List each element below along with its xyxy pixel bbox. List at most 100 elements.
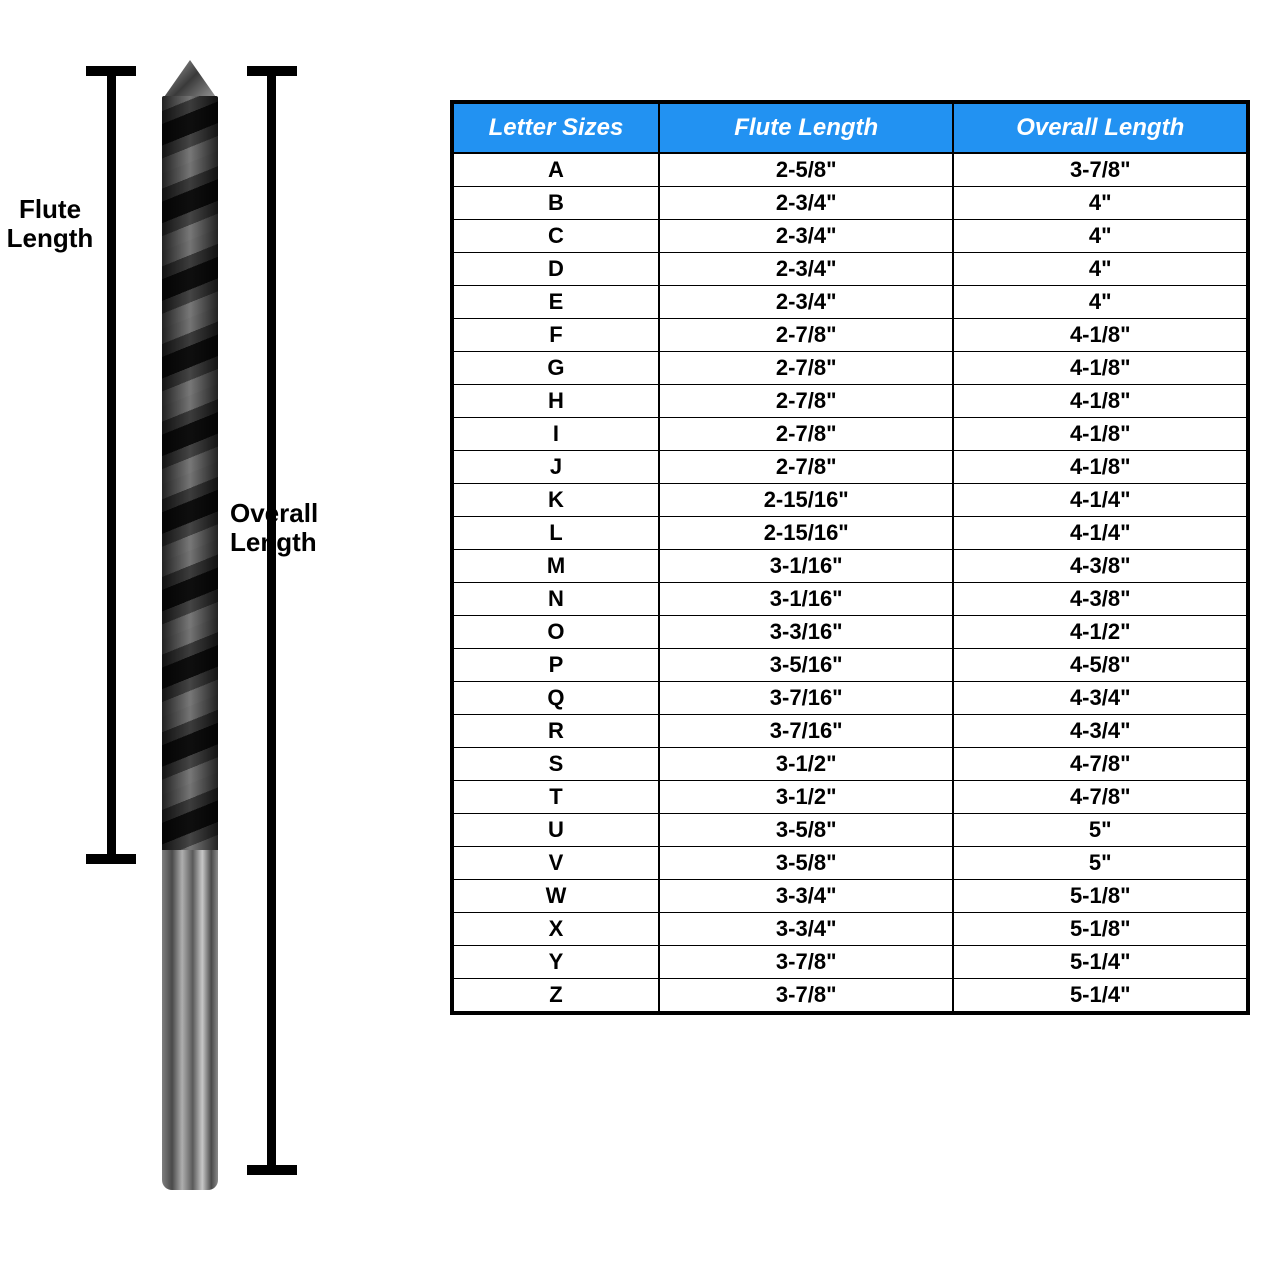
cell-letter: T xyxy=(452,781,659,814)
cell-letter: N xyxy=(452,583,659,616)
cell-flute: 3-7/8" xyxy=(659,979,954,1014)
overall-length-label: Overall Length xyxy=(230,499,350,556)
cell-flute: 2-7/8" xyxy=(659,451,954,484)
table-row: D2-3/4"4" xyxy=(452,253,1248,286)
flute-bracket-bottom xyxy=(86,854,136,864)
table-row: G2-7/8"4-1/8" xyxy=(452,352,1248,385)
cell-flute: 2-3/4" xyxy=(659,187,954,220)
cell-flute: 2-3/4" xyxy=(659,286,954,319)
cell-overall: 4-3/8" xyxy=(953,550,1248,583)
table-row: V3-5/8"5" xyxy=(452,847,1248,880)
table-row: B2-3/4"4" xyxy=(452,187,1248,220)
flute-length-label-line2: Length xyxy=(7,223,94,253)
cell-overall: 4" xyxy=(953,253,1248,286)
cell-flute: 3-5/16" xyxy=(659,649,954,682)
col-header-letter: Letter Sizes xyxy=(452,102,659,153)
cell-overall: 4" xyxy=(953,286,1248,319)
table-header-row: Letter Sizes Flute Length Overall Length xyxy=(452,102,1248,153)
cell-letter: Z xyxy=(452,979,659,1014)
table-row: N3-1/16"4-3/8" xyxy=(452,583,1248,616)
cell-flute: 3-1/16" xyxy=(659,583,954,616)
cell-overall: 4" xyxy=(953,187,1248,220)
table-row: C2-3/4"4" xyxy=(452,220,1248,253)
cell-letter: M xyxy=(452,550,659,583)
cell-letter: A xyxy=(452,153,659,187)
overall-bracket-stem xyxy=(267,66,276,1175)
cell-flute: 3-5/8" xyxy=(659,847,954,880)
cell-overall: 4-1/2" xyxy=(953,616,1248,649)
size-table-container: Letter Sizes Flute Length Overall Length… xyxy=(450,100,1250,1015)
page: Flute Length Overall Length Letter Sizes xyxy=(0,0,1280,1280)
cell-flute: 2-3/4" xyxy=(659,220,954,253)
cell-letter: C xyxy=(452,220,659,253)
table-row: P3-5/16"4-5/8" xyxy=(452,649,1248,682)
table-row: A2-5/8"3-7/8" xyxy=(452,153,1248,187)
col-header-flute: Flute Length xyxy=(659,102,954,153)
cell-letter: Y xyxy=(452,946,659,979)
cell-flute: 3-7/16" xyxy=(659,715,954,748)
cell-overall: 4-3/8" xyxy=(953,583,1248,616)
drill-bit xyxy=(150,60,230,1190)
cell-letter: K xyxy=(452,484,659,517)
cell-overall: 3-7/8" xyxy=(953,153,1248,187)
cell-overall: 4-3/4" xyxy=(953,682,1248,715)
cell-overall: 5-1/8" xyxy=(953,913,1248,946)
table-row: H2-7/8"4-1/8" xyxy=(452,385,1248,418)
cell-flute: 2-15/16" xyxy=(659,484,954,517)
cell-flute: 3-7/8" xyxy=(659,946,954,979)
table-row: Q3-7/16"4-3/4" xyxy=(452,682,1248,715)
cell-flute: 3-5/8" xyxy=(659,814,954,847)
cell-letter: I xyxy=(452,418,659,451)
cell-letter: W xyxy=(452,880,659,913)
drill-diagram: Flute Length Overall Length xyxy=(0,0,450,1280)
flute-length-label: Flute Length xyxy=(0,195,100,252)
cell-overall: 4-1/8" xyxy=(953,319,1248,352)
cell-flute: 3-3/4" xyxy=(659,913,954,946)
table-row: S3-1/2"4-7/8" xyxy=(452,748,1248,781)
table-row: M3-1/16"4-3/8" xyxy=(452,550,1248,583)
table-row: E2-3/4"4" xyxy=(452,286,1248,319)
cell-overall: 4" xyxy=(953,220,1248,253)
cell-overall: 5-1/8" xyxy=(953,880,1248,913)
cell-letter: Q xyxy=(452,682,659,715)
table-row: T3-1/2"4-7/8" xyxy=(452,781,1248,814)
cell-letter: D xyxy=(452,253,659,286)
table-row: U3-5/8"5" xyxy=(452,814,1248,847)
cell-flute: 3-7/16" xyxy=(659,682,954,715)
table-row: Z3-7/8"5-1/4" xyxy=(452,979,1248,1014)
cell-letter: V xyxy=(452,847,659,880)
cell-overall: 4-1/4" xyxy=(953,517,1248,550)
cell-flute: 2-15/16" xyxy=(659,517,954,550)
table-row: L2-15/16"4-1/4" xyxy=(452,517,1248,550)
cell-flute: 2-5/8" xyxy=(659,153,954,187)
cell-letter: L xyxy=(452,517,659,550)
cell-letter: B xyxy=(452,187,659,220)
cell-overall: 5" xyxy=(953,814,1248,847)
cell-letter: J xyxy=(452,451,659,484)
cell-letter: R xyxy=(452,715,659,748)
overall-bracket-bottom xyxy=(247,1165,297,1175)
cell-flute: 2-7/8" xyxy=(659,385,954,418)
cell-flute: 2-7/8" xyxy=(659,319,954,352)
cell-overall: 5-1/4" xyxy=(953,946,1248,979)
cell-overall: 4-1/8" xyxy=(953,418,1248,451)
cell-letter: G xyxy=(452,352,659,385)
table-row: K2-15/16"4-1/4" xyxy=(452,484,1248,517)
flute-length-label-line1: Flute xyxy=(19,194,81,224)
cell-letter: X xyxy=(452,913,659,946)
cell-overall: 5" xyxy=(953,847,1248,880)
drill-tip xyxy=(162,60,218,100)
drill-shank xyxy=(162,850,218,1190)
table-row: J2-7/8"4-1/8" xyxy=(452,451,1248,484)
cell-flute: 3-1/2" xyxy=(659,748,954,781)
cell-flute: 3-3/16" xyxy=(659,616,954,649)
cell-letter: O xyxy=(452,616,659,649)
table-row: Y3-7/8"5-1/4" xyxy=(452,946,1248,979)
table-row: R3-7/16"4-3/4" xyxy=(452,715,1248,748)
cell-letter: F xyxy=(452,319,659,352)
cell-overall: 4-1/4" xyxy=(953,484,1248,517)
cell-overall: 4-7/8" xyxy=(953,781,1248,814)
cell-flute: 3-1/16" xyxy=(659,550,954,583)
cell-letter: E xyxy=(452,286,659,319)
cell-overall: 4-3/4" xyxy=(953,715,1248,748)
